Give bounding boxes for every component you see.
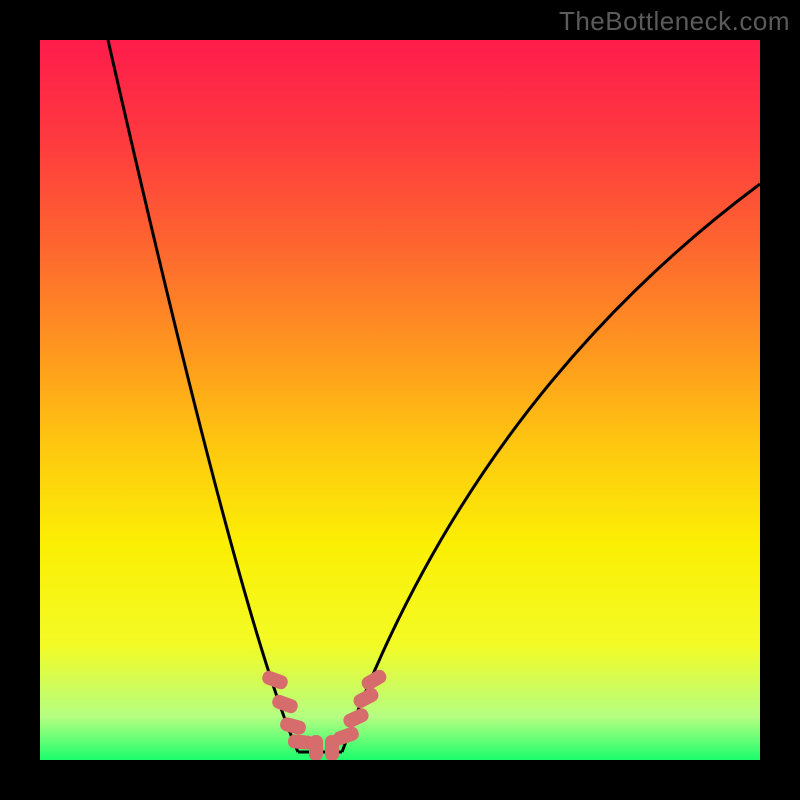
watermark-text: TheBottleneck.com [559,6,790,37]
curve-right-branch [342,184,760,752]
pellet-marker [310,736,323,761]
pellet-marker [279,716,307,735]
pellet-marker [271,694,299,715]
pellet-marker [342,707,370,729]
chart-frame: TheBottleneck.com [0,0,800,800]
pellet-marker [352,686,380,709]
v-curve-svg [40,40,760,760]
pellet-marker [261,670,289,691]
pellet-marker [332,726,360,747]
curve-left-branch [108,40,298,752]
pellet-marker [326,736,339,761]
gradient-plot-area [40,40,760,760]
pellet-marker [360,668,388,692]
pellet-marker [288,734,314,749]
pellet-group [261,668,388,760]
